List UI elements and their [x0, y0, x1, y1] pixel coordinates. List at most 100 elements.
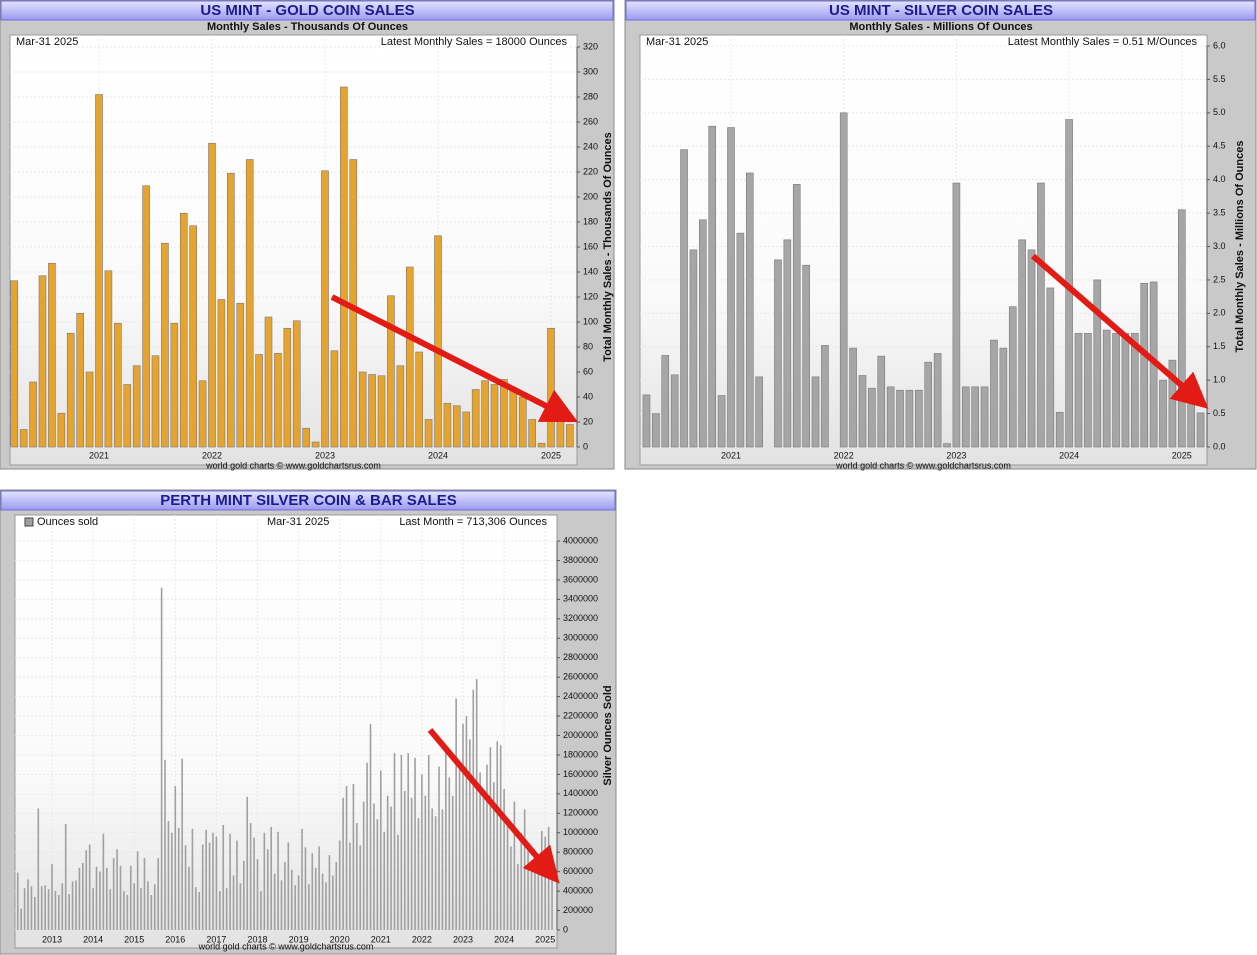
bar — [208, 142, 216, 448]
bar — [373, 803, 375, 930]
bar — [342, 797, 344, 930]
bar — [217, 299, 226, 448]
x-tick-label: 2019 — [289, 934, 309, 944]
bar — [774, 259, 782, 448]
bar — [302, 427, 310, 448]
bar — [451, 795, 454, 930]
y-tick-label: 4.0 — [1213, 174, 1226, 184]
bar — [1140, 282, 1149, 448]
bar — [195, 887, 197, 930]
bar — [858, 375, 867, 448]
y-tick-label: 400000 — [563, 885, 593, 895]
trend-arrow — [1031, 253, 1209, 409]
bar — [151, 355, 160, 448]
bar — [1112, 333, 1120, 448]
y-tick-label: 0.5 — [1213, 408, 1226, 418]
y-tick-label: 800000 — [563, 847, 593, 857]
x-tick-label: 2013 — [42, 934, 62, 944]
chart-credit: world gold charts © www.goldchartsrus.co… — [198, 941, 374, 951]
y-tick-label: 180 — [583, 216, 598, 226]
bar — [311, 853, 314, 930]
bar — [245, 159, 254, 448]
bar — [377, 375, 386, 448]
bar — [1102, 329, 1111, 448]
bar — [10, 280, 19, 448]
bar — [160, 587, 163, 930]
bar — [126, 894, 129, 930]
bar — [274, 352, 282, 448]
y-tick-label: 1.0 — [1213, 375, 1226, 385]
x-tick-label: 2022 — [202, 450, 222, 460]
chart-credit: world gold charts © www.goldchartsrus.co… — [205, 460, 381, 470]
bar — [915, 389, 923, 448]
x-tick-label: 2022 — [834, 450, 854, 460]
y-tick-label: 3.5 — [1213, 207, 1226, 217]
y-tick-label: 2800000 — [563, 652, 598, 662]
bar — [1093, 279, 1102, 448]
bar — [29, 381, 37, 448]
bar — [1008, 306, 1017, 448]
y-tick-label: 80 — [583, 341, 593, 351]
bar — [205, 829, 207, 930]
bar — [380, 770, 382, 930]
bar — [414, 757, 416, 930]
x-tick-label: 2023 — [453, 934, 473, 944]
bar — [359, 845, 362, 930]
x-tick-label: 2024 — [494, 934, 514, 944]
bar — [129, 865, 132, 930]
x-tick-label: 2024 — [428, 450, 448, 460]
bar — [537, 442, 546, 448]
y-tick-label: 4000000 — [563, 535, 598, 545]
bar — [171, 832, 173, 930]
bar — [530, 867, 533, 930]
bar — [462, 411, 471, 448]
bar — [566, 424, 574, 448]
bar — [445, 747, 447, 930]
bar — [177, 827, 180, 930]
bar — [75, 880, 77, 930]
y-tick-label: 260 — [583, 116, 598, 126]
bar — [427, 754, 430, 930]
bar — [38, 275, 47, 448]
bar — [263, 832, 266, 930]
bar — [990, 339, 998, 448]
bar — [1178, 209, 1186, 448]
bar — [58, 894, 60, 930]
bar — [283, 327, 292, 448]
x-tick-label: 2025 — [535, 934, 555, 944]
bar — [20, 908, 22, 930]
bar — [222, 824, 225, 930]
bar — [358, 371, 367, 448]
bar — [157, 858, 159, 930]
y-tick-label: 1400000 — [563, 788, 598, 798]
y-axis-label: Total Monthly Sales - Thousands Of Ounce… — [602, 132, 614, 362]
bar — [225, 888, 228, 930]
bar — [403, 790, 406, 930]
bar — [297, 875, 300, 930]
bar — [1074, 333, 1083, 448]
bar — [95, 866, 98, 930]
y-tick-label: 0.0 — [1213, 441, 1226, 451]
bar — [811, 376, 820, 448]
bar — [661, 355, 670, 448]
bar — [66, 332, 75, 448]
y-tick-label: 3000000 — [563, 633, 598, 643]
bar — [458, 764, 461, 930]
y-tick-label: 300 — [583, 66, 598, 76]
bar — [896, 389, 904, 448]
bar — [19, 429, 28, 448]
bar — [366, 762, 368, 930]
bar — [886, 386, 895, 448]
bar — [198, 892, 201, 930]
y-axis-label: Silver Ounces Sold — [602, 685, 614, 785]
y-tick-label: 2.5 — [1213, 274, 1226, 284]
bar — [201, 844, 204, 930]
y-tick-label: 200 — [583, 191, 598, 201]
bar — [64, 823, 67, 930]
title-bar — [625, 0, 1256, 21]
bar — [191, 828, 194, 930]
bar — [783, 239, 792, 448]
bar — [106, 867, 108, 930]
bar — [229, 833, 231, 930]
chart-note: Latest Monthly Sales = 0.51 M/Ounces — [1008, 36, 1198, 48]
